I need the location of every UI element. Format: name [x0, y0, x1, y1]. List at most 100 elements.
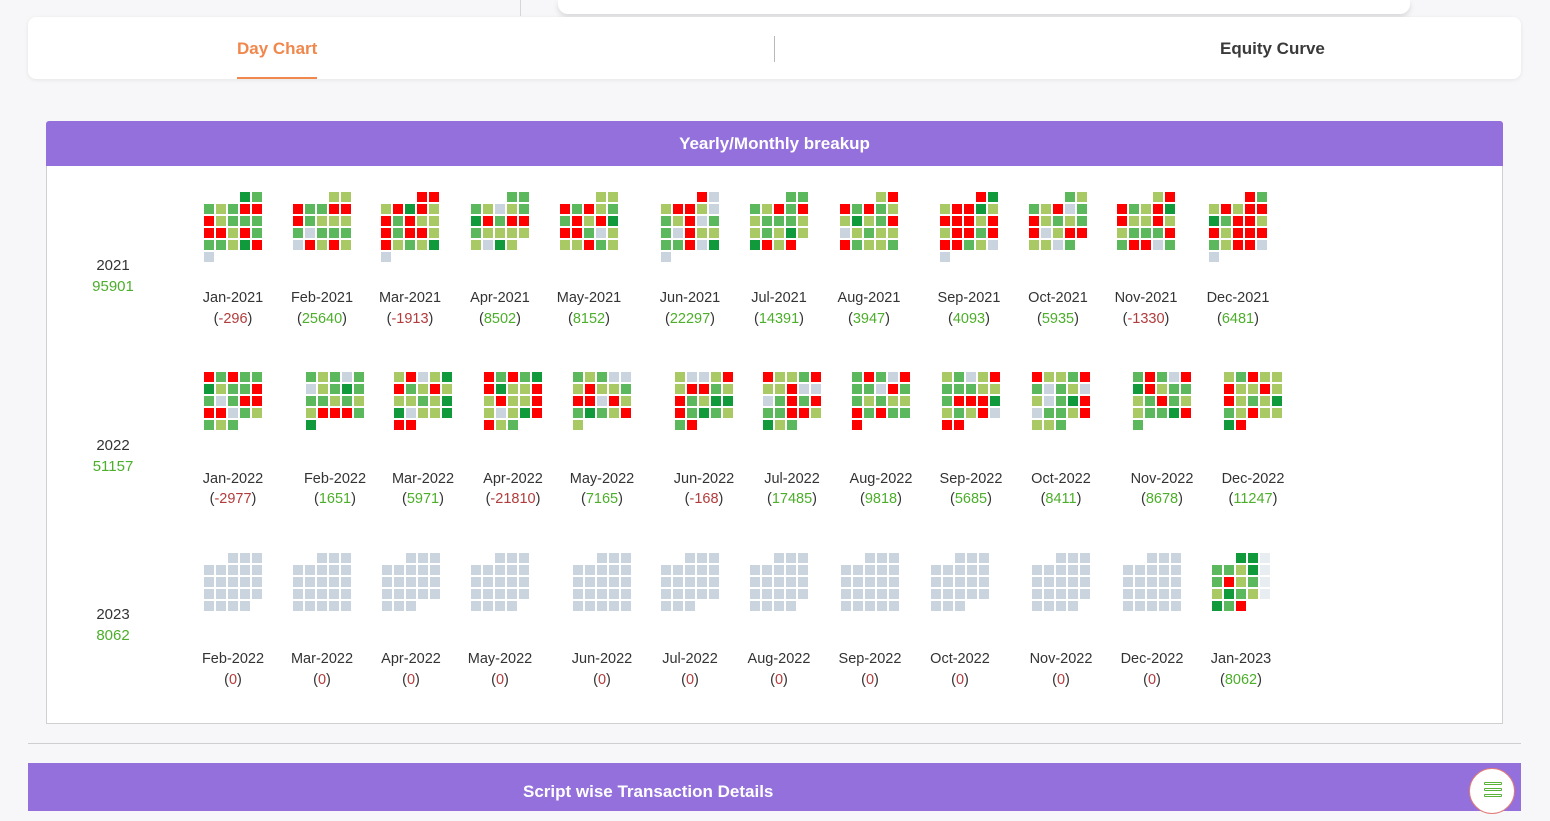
day-cell[interactable] — [216, 601, 226, 611]
day-cell[interactable] — [786, 240, 796, 250]
day-cell[interactable] — [429, 204, 439, 214]
day-cell[interactable] — [1224, 384, 1234, 394]
day-cell[interactable] — [786, 204, 796, 214]
day-cell[interactable] — [1181, 396, 1191, 406]
day-cell[interactable] — [596, 240, 606, 250]
day-cell[interactable] — [786, 565, 796, 575]
day-cell[interactable] — [507, 601, 517, 611]
day-cell[interactable] — [978, 408, 988, 418]
day-cell[interactable] — [1077, 204, 1087, 214]
day-cell[interactable] — [852, 384, 862, 394]
day-cell[interactable] — [252, 553, 262, 563]
day-cell[interactable] — [964, 216, 974, 226]
day-cell[interactable] — [609, 372, 619, 382]
day-cell[interactable] — [1044, 372, 1054, 382]
day-cell[interactable] — [354, 396, 364, 406]
day-cell[interactable] — [1260, 372, 1270, 382]
day-cell[interactable] — [1181, 384, 1191, 394]
day-cell[interactable] — [876, 396, 886, 406]
day-cell[interactable] — [1224, 589, 1234, 599]
day-cell[interactable] — [483, 577, 493, 587]
day-cell[interactable] — [1141, 240, 1151, 250]
day-cell[interactable] — [697, 192, 707, 202]
day-cell[interactable] — [1056, 408, 1066, 418]
day-cell[interactable] — [966, 396, 976, 406]
day-cell[interactable] — [1245, 228, 1255, 238]
day-cell[interactable] — [1248, 553, 1258, 563]
day-cell[interactable] — [979, 577, 989, 587]
day-cell[interactable] — [673, 601, 683, 611]
day-cell[interactable] — [381, 228, 391, 238]
day-cell[interactable] — [240, 589, 250, 599]
day-cell[interactable] — [520, 408, 530, 418]
day-cell[interactable] — [483, 240, 493, 250]
day-cell[interactable] — [675, 420, 685, 430]
day-cell[interactable] — [429, 216, 439, 226]
day-cell[interactable] — [750, 565, 760, 575]
day-cell[interactable] — [852, 204, 862, 214]
day-cell[interactable] — [709, 565, 719, 575]
day-cell[interactable] — [1117, 228, 1127, 238]
day-cell[interactable] — [774, 601, 784, 611]
day-cell[interactable] — [585, 408, 595, 418]
day-cell[interactable] — [317, 228, 327, 238]
day-cell[interactable] — [976, 240, 986, 250]
day-cell[interactable] — [597, 577, 607, 587]
day-cell[interactable] — [330, 408, 340, 418]
day-cell[interactable] — [1236, 553, 1246, 563]
day-cell[interactable] — [852, 216, 862, 226]
day-cell[interactable] — [943, 601, 953, 611]
day-cell[interactable] — [354, 408, 364, 418]
day-cell[interactable] — [609, 601, 619, 611]
day-cell[interactable] — [1209, 240, 1219, 250]
day-cell[interactable] — [621, 577, 631, 587]
day-cell[interactable] — [687, 396, 697, 406]
day-cell[interactable] — [305, 589, 315, 599]
day-cell[interactable] — [1209, 228, 1219, 238]
day-cell[interactable] — [1044, 384, 1054, 394]
day-cell[interactable] — [1157, 372, 1167, 382]
day-cell[interactable] — [394, 408, 404, 418]
day-cell[interactable] — [430, 589, 440, 599]
day-cell[interactable] — [1257, 204, 1267, 214]
day-cell[interactable] — [723, 384, 733, 394]
day-cell[interactable] — [786, 192, 796, 202]
day-cell[interactable] — [1044, 565, 1054, 575]
day-cell[interactable] — [305, 216, 315, 226]
day-cell[interactable] — [952, 216, 962, 226]
day-cell[interactable] — [1171, 565, 1181, 575]
day-cell[interactable] — [763, 396, 773, 406]
day-cell[interactable] — [471, 216, 481, 226]
day-cell[interactable] — [1147, 601, 1157, 611]
day-cell[interactable] — [471, 204, 481, 214]
day-cell[interactable] — [532, 396, 542, 406]
day-cell[interactable] — [697, 589, 707, 599]
day-cell[interactable] — [967, 553, 977, 563]
day-cell[interactable] — [723, 396, 733, 406]
day-cell[interactable] — [1032, 408, 1042, 418]
day-cell[interactable] — [573, 589, 583, 599]
day-cell[interactable] — [1159, 565, 1169, 575]
day-cell[interactable] — [240, 408, 250, 418]
day-cell[interactable] — [1123, 589, 1133, 599]
day-cell[interactable] — [228, 384, 238, 394]
day-cell[interactable] — [418, 589, 428, 599]
day-cell[interactable] — [798, 577, 808, 587]
day-cell[interactable] — [496, 372, 506, 382]
day-cell[interactable] — [394, 601, 404, 611]
day-cell[interactable] — [1169, 372, 1179, 382]
day-cell[interactable] — [988, 216, 998, 226]
day-cell[interactable] — [888, 408, 898, 418]
day-cell[interactable] — [507, 192, 517, 202]
day-cell[interactable] — [799, 384, 809, 394]
day-cell[interactable] — [1129, 216, 1139, 226]
day-cell[interactable] — [1260, 565, 1270, 575]
day-cell[interactable] — [840, 216, 850, 226]
day-cell[interactable] — [305, 204, 315, 214]
day-cell[interactable] — [240, 192, 250, 202]
day-cell[interactable] — [240, 601, 250, 611]
day-cell[interactable] — [621, 565, 631, 575]
day-cell[interactable] — [1068, 577, 1078, 587]
day-cell[interactable] — [1157, 408, 1167, 418]
day-cell[interactable] — [341, 204, 351, 214]
